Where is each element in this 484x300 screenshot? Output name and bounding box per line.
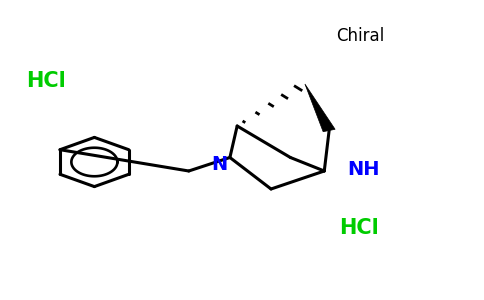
Text: HCl: HCl bbox=[27, 71, 66, 91]
Text: N: N bbox=[211, 155, 227, 175]
Text: HCl: HCl bbox=[339, 218, 378, 238]
Text: Chiral: Chiral bbox=[336, 27, 385, 45]
Text: NH: NH bbox=[348, 160, 380, 179]
Polygon shape bbox=[305, 84, 335, 132]
